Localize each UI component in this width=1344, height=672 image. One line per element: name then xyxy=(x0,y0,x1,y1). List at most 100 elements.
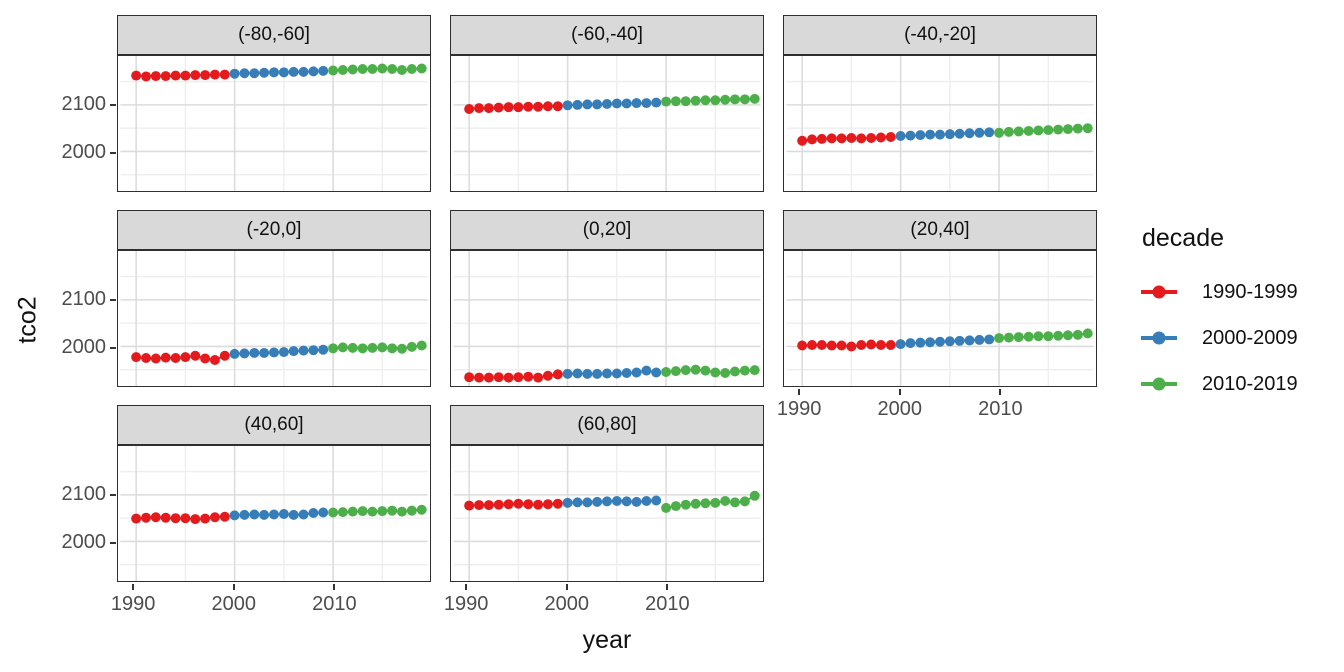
data-point xyxy=(318,344,329,355)
legend-entry-2000-2009: 2000-2009 xyxy=(1140,315,1298,361)
facet-strip-label: (-40,-20] xyxy=(783,15,1097,55)
data-point xyxy=(141,353,152,364)
legend-entry-1990-1999: 1990-1999 xyxy=(1140,269,1298,315)
data-point xyxy=(670,96,681,107)
y-tick-mark xyxy=(110,151,116,154)
data-point xyxy=(200,70,211,81)
data-point xyxy=(259,509,270,520)
legend-label: 2000-2009 xyxy=(1202,326,1298,349)
data-point xyxy=(1082,123,1093,134)
data-point xyxy=(190,350,201,361)
data-point xyxy=(160,512,171,523)
data-point xyxy=(328,343,339,354)
x-tick-mark xyxy=(232,584,235,590)
data-point xyxy=(592,368,603,379)
data-point xyxy=(131,513,142,524)
data-point xyxy=(866,132,877,143)
y-tick-mark xyxy=(110,103,116,106)
data-point xyxy=(269,347,279,358)
x-tick-label: 2000 xyxy=(544,593,589,615)
data-point xyxy=(944,336,955,347)
data-point xyxy=(866,339,877,350)
data-point xyxy=(582,99,593,110)
data-point xyxy=(542,101,553,112)
data-point xyxy=(200,353,211,364)
data-point xyxy=(229,348,240,359)
data-point xyxy=(170,353,181,364)
data-point xyxy=(1013,332,1024,343)
data-point xyxy=(298,345,309,356)
data-point xyxy=(700,498,711,509)
facet-strip-label: (20,40] xyxy=(783,210,1097,250)
y-axis-title: tco2 xyxy=(13,296,42,344)
data-point xyxy=(367,506,378,517)
data-point xyxy=(347,64,358,75)
data-point xyxy=(387,343,398,354)
legend-key-line-point-icon xyxy=(1141,331,1177,345)
legend-label: 1990-1999 xyxy=(1202,280,1298,303)
x-tick-mark xyxy=(898,389,901,395)
facet-plot-area xyxy=(450,54,764,192)
data-point xyxy=(239,509,250,520)
data-point xyxy=(416,340,427,351)
data-point xyxy=(816,133,827,144)
data-point xyxy=(328,507,339,518)
x-tick-mark xyxy=(565,584,568,590)
data-point xyxy=(651,495,662,506)
data-point xyxy=(288,509,299,520)
data-point xyxy=(357,343,368,354)
data-point xyxy=(513,372,524,383)
data-point xyxy=(836,133,847,144)
data-point xyxy=(542,499,553,510)
data-point xyxy=(915,337,926,348)
data-point xyxy=(278,347,289,358)
data-point xyxy=(680,365,691,376)
data-point xyxy=(533,499,544,510)
data-point xyxy=(1082,328,1093,339)
data-point xyxy=(170,513,181,524)
facet-plot-area xyxy=(450,444,764,582)
data-point xyxy=(572,368,583,379)
data-point xyxy=(337,65,348,75)
data-point xyxy=(631,98,642,109)
data-point xyxy=(464,500,475,511)
data-point xyxy=(209,354,220,365)
data-point xyxy=(621,496,632,507)
data-point xyxy=(308,345,319,356)
facet-lat--80--60: (-80,-60] xyxy=(117,15,431,192)
x-tick-mark xyxy=(666,584,669,590)
x-tick-label: 1990 xyxy=(110,593,156,615)
data-point xyxy=(387,64,398,74)
facet-plot-area xyxy=(783,54,1097,192)
data-point xyxy=(503,372,514,383)
facet-plot-area xyxy=(117,249,431,387)
data-point xyxy=(298,509,309,520)
data-point xyxy=(807,134,818,145)
data-point xyxy=(739,496,750,507)
data-point xyxy=(318,507,329,518)
data-point xyxy=(1023,331,1034,342)
data-point xyxy=(406,505,417,516)
data-point xyxy=(935,336,945,347)
data-point xyxy=(288,66,299,77)
data-point xyxy=(885,132,896,142)
data-point xyxy=(249,509,260,520)
data-point xyxy=(710,95,721,106)
data-point xyxy=(160,352,171,363)
data-point xyxy=(954,335,965,346)
data-point xyxy=(572,497,583,508)
data-point xyxy=(150,71,161,82)
data-point xyxy=(367,342,378,353)
facet-lat--20-0: (-20,0] xyxy=(117,210,431,387)
y-tick-label: 2100 xyxy=(61,482,107,505)
x-tick-label: 1990 xyxy=(443,593,489,615)
x-tick-label: 2000 xyxy=(877,398,922,420)
data-point xyxy=(474,372,485,383)
data-point xyxy=(690,498,701,509)
data-point xyxy=(562,497,573,508)
data-point xyxy=(1043,331,1054,342)
data-point xyxy=(826,133,837,144)
data-point xyxy=(710,497,721,508)
data-point xyxy=(150,353,161,364)
data-point xyxy=(190,514,201,525)
